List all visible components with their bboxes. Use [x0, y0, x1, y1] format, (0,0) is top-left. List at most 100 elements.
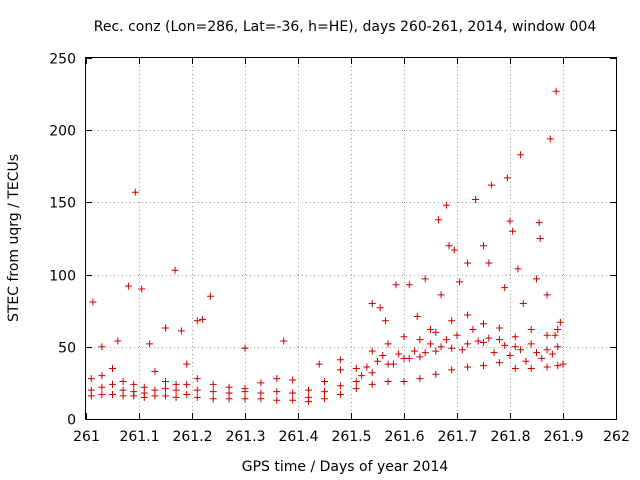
data-point [98, 383, 106, 391]
data-point [445, 242, 453, 250]
data-point [506, 217, 514, 225]
data-point [289, 376, 297, 384]
data-point [448, 344, 456, 352]
chart-title: Rec. conz (Lon=286, Lat=-36, h=HE), days… [94, 19, 597, 35]
series-upper [146, 217, 564, 368]
data-point [517, 346, 525, 354]
data-point [358, 372, 366, 380]
x-tick-label: 262 [603, 429, 630, 445]
data-point [517, 151, 525, 159]
data-point [146, 340, 154, 348]
data-point [506, 351, 514, 359]
data-point [363, 363, 371, 371]
data-point [207, 292, 215, 300]
data-point [554, 362, 562, 370]
data-point [543, 291, 551, 299]
data-point [130, 380, 138, 388]
y-tick-label: 100 [49, 269, 76, 285]
data-point [289, 389, 297, 397]
data-point [209, 380, 217, 388]
data-point [480, 362, 487, 370]
data-point [456, 278, 464, 286]
data-point [193, 386, 201, 394]
x-tick-label: 261.8 [490, 429, 530, 445]
data-point [138, 285, 146, 293]
data-point [501, 341, 509, 349]
data-point [437, 291, 445, 299]
data-point [381, 317, 389, 325]
data-point [305, 386, 313, 394]
y-tick-label: 250 [49, 52, 76, 68]
data-point [119, 392, 127, 400]
data-point [472, 196, 480, 204]
data-point [368, 347, 376, 355]
data-point [548, 350, 556, 358]
data-point [450, 246, 458, 254]
data-point [485, 334, 493, 342]
data-point [336, 366, 344, 374]
data-point [511, 364, 519, 372]
data-point [421, 275, 429, 283]
data-point [464, 340, 472, 348]
data-point [114, 337, 122, 345]
data-point [209, 388, 217, 396]
data-point [427, 325, 434, 333]
data-point [543, 346, 551, 354]
y-tick-label: 0 [67, 413, 76, 429]
data-point [183, 380, 191, 388]
data-point [442, 336, 450, 344]
series-dense_cluster [358, 325, 567, 380]
data-point [119, 377, 127, 385]
data-point [432, 370, 440, 378]
data-point [551, 331, 559, 339]
data-point [131, 188, 139, 196]
x-axis-label: GPS time / Days of year 2014 [242, 459, 449, 475]
data-point [501, 284, 509, 292]
data-point [400, 333, 408, 341]
data-point [352, 385, 360, 393]
data-point [124, 282, 132, 290]
x-tick-label: 261.5 [331, 429, 371, 445]
data-point [453, 331, 461, 339]
data-point [336, 390, 344, 398]
data-point [257, 395, 265, 403]
data-point [413, 312, 421, 320]
data-point [533, 349, 540, 357]
data-point [177, 327, 185, 335]
data-point [556, 318, 564, 326]
data-point [480, 242, 487, 250]
data-point [535, 219, 543, 227]
data-point [151, 392, 159, 400]
data-point [151, 367, 159, 375]
data-point [405, 281, 413, 289]
data-point [495, 324, 503, 332]
x-tick-label: 261.1 [119, 429, 159, 445]
x-tick-labels: 261 261.1 261.2 261.3 261.4 261.5 261.6 261.7 26… [73, 429, 630, 445]
data-point [209, 395, 217, 403]
data-point [448, 366, 456, 374]
data-point [225, 395, 233, 403]
data-point [554, 343, 562, 351]
x-tick-label: 261.9 [543, 429, 583, 445]
data-point [109, 380, 116, 388]
data-point [162, 392, 169, 400]
data-point [183, 360, 191, 368]
data-point [495, 336, 503, 344]
data-point [552, 87, 560, 95]
data-point [98, 390, 106, 398]
data-point [172, 386, 180, 394]
data-point [140, 393, 148, 401]
data-point [87, 375, 95, 383]
data-point [527, 364, 535, 372]
data-point [442, 201, 450, 209]
data-point [376, 304, 384, 312]
y-tick-label: 50 [58, 341, 76, 357]
data-point [474, 337, 482, 345]
data-point [487, 181, 495, 189]
data-point [368, 299, 376, 307]
data-point [464, 363, 472, 371]
data-point [509, 227, 517, 235]
data-point [315, 360, 323, 368]
data-point [241, 344, 249, 352]
